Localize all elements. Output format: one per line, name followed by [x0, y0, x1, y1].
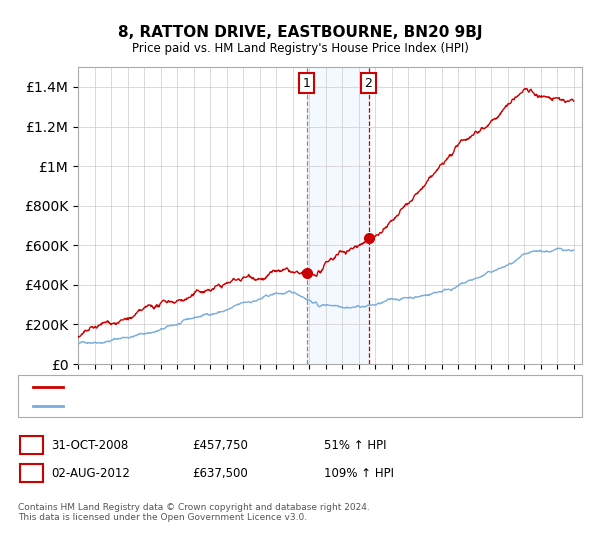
Text: HPI: Average price, detached house, Eastbourne: HPI: Average price, detached house, East…: [69, 401, 321, 411]
Text: 8, RATTON DRIVE, EASTBOURNE, BN20 9BJ (detached house): 8, RATTON DRIVE, EASTBOURNE, BN20 9BJ (d…: [69, 381, 386, 391]
Text: £457,750: £457,750: [192, 438, 248, 452]
Text: 1: 1: [27, 438, 35, 452]
Text: 31-OCT-2008: 31-OCT-2008: [51, 438, 128, 452]
Text: £637,500: £637,500: [192, 466, 248, 480]
Text: Contains HM Land Registry data © Crown copyright and database right 2024.
This d: Contains HM Land Registry data © Crown c…: [18, 503, 370, 522]
Text: 2: 2: [27, 466, 35, 480]
Bar: [307, 67, 368, 364]
Text: 51% ↑ HPI: 51% ↑ HPI: [324, 438, 386, 452]
Text: 02-AUG-2012: 02-AUG-2012: [51, 466, 130, 480]
Text: 109% ↑ HPI: 109% ↑ HPI: [324, 466, 394, 480]
Text: 2: 2: [365, 77, 373, 90]
Text: Price paid vs. HM Land Registry's House Price Index (HPI): Price paid vs. HM Land Registry's House …: [131, 42, 469, 55]
Text: 8, RATTON DRIVE, EASTBOURNE, BN20 9BJ: 8, RATTON DRIVE, EASTBOURNE, BN20 9BJ: [118, 25, 482, 40]
Text: 1: 1: [302, 77, 310, 90]
